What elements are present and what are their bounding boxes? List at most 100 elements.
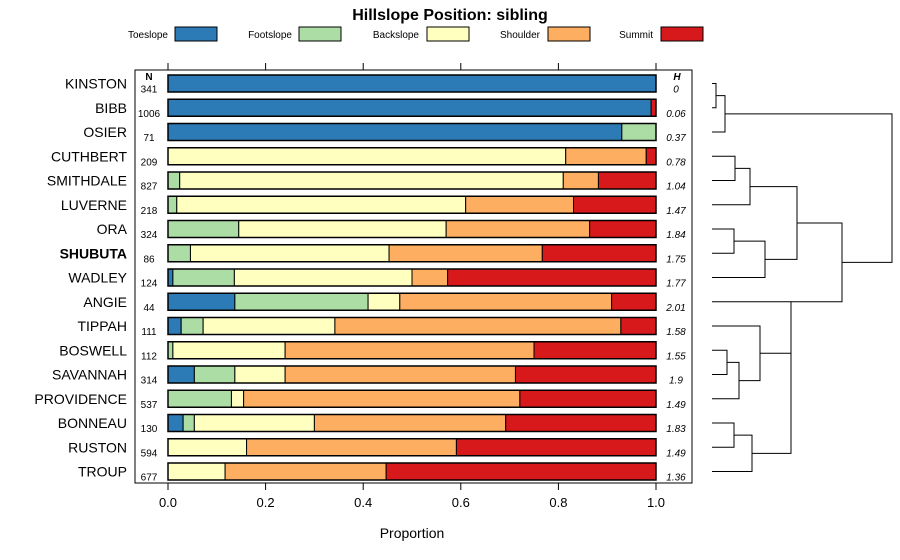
bar-segment <box>189 244 390 263</box>
bar-segment <box>224 462 387 481</box>
bar-segment <box>179 171 564 190</box>
n-header: N <box>145 72 152 83</box>
x-tick-label: 0.0 <box>159 495 177 510</box>
x-tick-label: 0.6 <box>452 495 470 510</box>
bar-segment <box>313 414 507 432</box>
h-value: 1.84 <box>666 230 686 241</box>
x-tick-label: 0.2 <box>257 495 275 510</box>
bar-segment <box>447 268 657 287</box>
dendrogram-branch <box>712 95 726 133</box>
h-value: 1.36 <box>666 473 686 484</box>
dendrogram-branch <box>712 361 740 400</box>
bar-segment <box>167 414 184 432</box>
x-axis-title: Proportion <box>380 525 445 541</box>
bar-segment <box>167 292 236 311</box>
bars <box>167 74 657 481</box>
bar-segment <box>238 220 447 238</box>
n-value: 341 <box>141 85 158 96</box>
dendrogram-branch <box>752 352 792 454</box>
soil-label: PROVIDENCE <box>34 391 127 407</box>
dendrogram-branch <box>712 422 735 448</box>
bar-segment <box>284 365 516 384</box>
legend-swatch <box>426 26 470 42</box>
bar-segment <box>167 123 623 141</box>
bar-segment <box>388 244 543 263</box>
bar-segment <box>167 195 178 214</box>
h-value: 1.49 <box>666 400 686 411</box>
soil-label: CUTHBERT <box>51 148 127 164</box>
bar-outline <box>167 244 657 263</box>
dendrogram-branch <box>712 349 728 375</box>
bar-segment <box>562 171 599 190</box>
bar-segment <box>611 292 657 311</box>
bar-segment <box>167 147 567 166</box>
h-value: 1.55 <box>666 351 686 362</box>
h-value: 1.75 <box>666 254 686 265</box>
bar-outline <box>167 413 657 433</box>
legend-label: Summit <box>619 30 653 41</box>
bar-outline <box>167 292 657 311</box>
dendrogram-branch <box>712 155 736 181</box>
dendrogram-branch <box>712 167 751 206</box>
bar-segment <box>399 292 613 311</box>
bar-outline <box>167 98 657 117</box>
dendrogram-branch <box>712 325 761 382</box>
bar-segment <box>597 171 657 190</box>
bar-outline <box>167 341 657 360</box>
legend-swatch <box>298 26 342 42</box>
bar-segment <box>514 365 657 384</box>
legend-swatch <box>547 26 591 42</box>
h-value: 0.06 <box>666 109 686 120</box>
soil-label: SAVANNAH <box>52 367 127 383</box>
x-tick-label: 0.8 <box>549 495 567 510</box>
bar-segment <box>167 317 182 335</box>
bar-outline <box>167 316 657 336</box>
soil-label: ANGIE <box>83 294 127 310</box>
bar-segment <box>202 317 336 335</box>
bar-segment <box>182 414 195 432</box>
soil-label: LUVERNE <box>61 197 127 213</box>
bar-outline <box>167 268 657 287</box>
n-value: 594 <box>141 448 158 459</box>
bar-segment <box>589 220 657 238</box>
bar-outline <box>167 122 657 142</box>
h-value: 1.49 <box>666 448 686 459</box>
row-labels: KINSTON 341 0 BIBB 1006 0.06 OSIER 71 0.37 CUTHBE… <box>34 76 686 484</box>
soil-label: TIPPAH <box>77 318 127 334</box>
n-value: 324 <box>141 230 158 241</box>
bar-segment <box>411 268 449 287</box>
bar-outline <box>167 195 657 214</box>
soil-label: OSIER <box>83 124 127 140</box>
legend-label: Shoulder <box>500 30 541 41</box>
h-value: 0.78 <box>666 157 686 168</box>
legend-label: Backslope <box>373 30 420 41</box>
soil-label: SHUBUTA <box>60 245 127 261</box>
bar-segment <box>167 365 195 384</box>
bar-segment <box>445 220 591 238</box>
bar-segment <box>230 389 245 408</box>
bar-segment <box>645 147 657 166</box>
bar-segment <box>167 74 657 93</box>
soil-label: BONNEAU <box>58 415 127 431</box>
plot-frame <box>134 69 693 484</box>
h-value: 1.9 <box>669 376 683 387</box>
x-tick-label: 1.0 <box>647 495 665 510</box>
n-value: 677 <box>141 473 158 484</box>
n-value: 314 <box>141 376 158 387</box>
n-value: 111 <box>141 327 157 338</box>
x-tick-label: 0.4 <box>354 495 372 510</box>
bar-segment <box>284 341 535 360</box>
bar-segment <box>465 195 575 214</box>
soil-label: WADLEY <box>68 270 127 286</box>
dendrogram-branch <box>725 113 893 263</box>
n-value: 218 <box>141 206 158 217</box>
bar-segment <box>180 317 204 335</box>
dendrogram-branch <box>712 434 753 472</box>
bar-segment <box>234 292 369 311</box>
bar-segment <box>167 171 181 190</box>
h-value: 0 <box>673 85 679 96</box>
bar-outline <box>167 74 657 93</box>
legend: Toeslope Footslope Backslope Shoulder Summit <box>128 26 704 42</box>
bar-segment <box>172 341 286 360</box>
